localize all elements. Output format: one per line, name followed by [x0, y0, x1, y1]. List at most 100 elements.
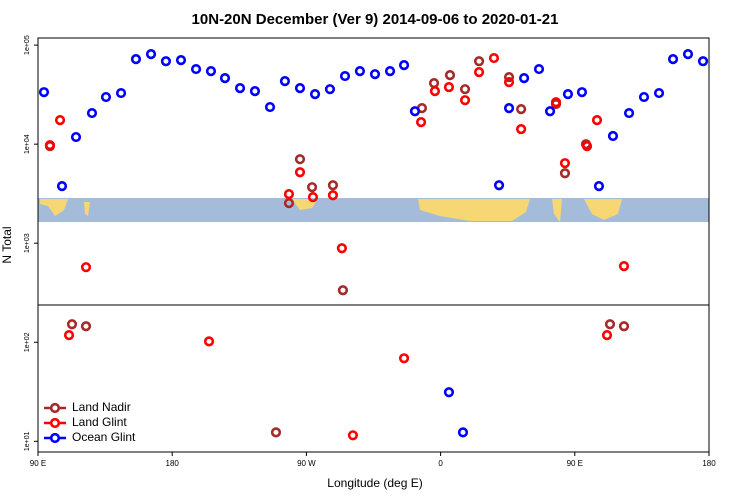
y-tick-label: 1e+01: [24, 431, 31, 451]
point: [86, 107, 98, 119]
point: [653, 87, 665, 99]
legend-marker: [49, 417, 61, 429]
point: [533, 63, 545, 75]
point: [697, 56, 709, 67]
point: [593, 181, 605, 192]
point: [66, 319, 78, 330]
point: [270, 427, 282, 438]
x-tick-label: 180: [702, 459, 716, 468]
point: [429, 86, 441, 97]
point: [56, 181, 68, 192]
point: [398, 60, 410, 71]
point: [80, 321, 92, 332]
point: [80, 262, 92, 273]
point: [190, 63, 202, 75]
point: [283, 198, 295, 209]
x-tick-label: 90 E: [30, 459, 46, 468]
y-axis-label: N Total: [0, 226, 14, 263]
point: [503, 103, 515, 114]
point: [327, 180, 339, 191]
x-tick-label: 0: [438, 459, 443, 468]
point: [473, 67, 485, 78]
point: [550, 97, 562, 108]
y-tick-label: 1e+03: [24, 233, 31, 253]
point: [160, 56, 172, 67]
point: [234, 83, 246, 94]
point: [327, 190, 339, 201]
point: [428, 78, 440, 89]
point: [145, 49, 157, 60]
point: [175, 55, 187, 66]
point: [249, 86, 261, 97]
point: [459, 95, 471, 106]
y-tick-label: 1e+02: [24, 332, 31, 352]
point: [203, 336, 215, 347]
point: [559, 168, 571, 179]
point: [516, 103, 527, 115]
point: [130, 54, 142, 65]
point: [307, 192, 319, 203]
point: [100, 91, 112, 103]
point: [337, 285, 349, 296]
point: [347, 430, 359, 441]
point: [339, 70, 351, 82]
legend-label: Ocean Glint: [72, 430, 136, 444]
point: [384, 66, 396, 77]
point: [70, 131, 82, 143]
point: [473, 56, 485, 67]
point: [306, 182, 318, 193]
point: [623, 107, 635, 119]
point: [562, 89, 574, 100]
y-tick-label: 1e+04: [24, 134, 31, 154]
point: [618, 261, 630, 272]
point: [544, 106, 556, 117]
point: [44, 140, 56, 151]
point: [219, 73, 231, 84]
point: [493, 180, 505, 191]
point: [444, 70, 456, 81]
point: [415, 117, 427, 128]
point: [457, 427, 469, 438]
point: [38, 87, 50, 98]
point: [443, 387, 455, 398]
point: [459, 84, 471, 95]
point: [294, 83, 306, 94]
point: [369, 69, 381, 80]
x-axis-label: Longitude (deg E): [327, 476, 422, 490]
point: [503, 72, 515, 83]
legend-marker: [49, 432, 61, 444]
plot-frame: [37, 37, 710, 453]
map-strip: [38, 198, 709, 222]
point: [516, 123, 527, 135]
point: [667, 54, 679, 65]
point: [336, 243, 347, 254]
chart-title: 10N-20N December (Ver 9) 2014-09-06 to 2…: [192, 11, 559, 28]
y-tick-label: 1e+05: [24, 35, 31, 55]
x-tick-label: 90 W: [297, 459, 316, 468]
point: [519, 73, 530, 84]
point: [205, 66, 217, 77]
legend-label: Land Nadir: [72, 400, 131, 414]
point: [354, 66, 366, 77]
point: [54, 114, 66, 126]
point: [607, 130, 619, 142]
x-tick-label: 90 E: [567, 459, 583, 468]
point: [576, 87, 588, 98]
point: [618, 321, 630, 332]
point: [279, 76, 291, 87]
point: [682, 49, 694, 60]
point: [294, 154, 306, 165]
legend-label: Land Glint: [72, 415, 127, 429]
point: [559, 158, 571, 169]
point: [503, 77, 515, 88]
point: [309, 89, 321, 100]
point: [398, 353, 410, 364]
point: [409, 106, 421, 117]
legend-marker: [49, 402, 61, 414]
point: [638, 91, 650, 103]
point: [443, 81, 455, 93]
point: [581, 141, 593, 152]
point: [488, 52, 500, 64]
point: [591, 114, 603, 126]
